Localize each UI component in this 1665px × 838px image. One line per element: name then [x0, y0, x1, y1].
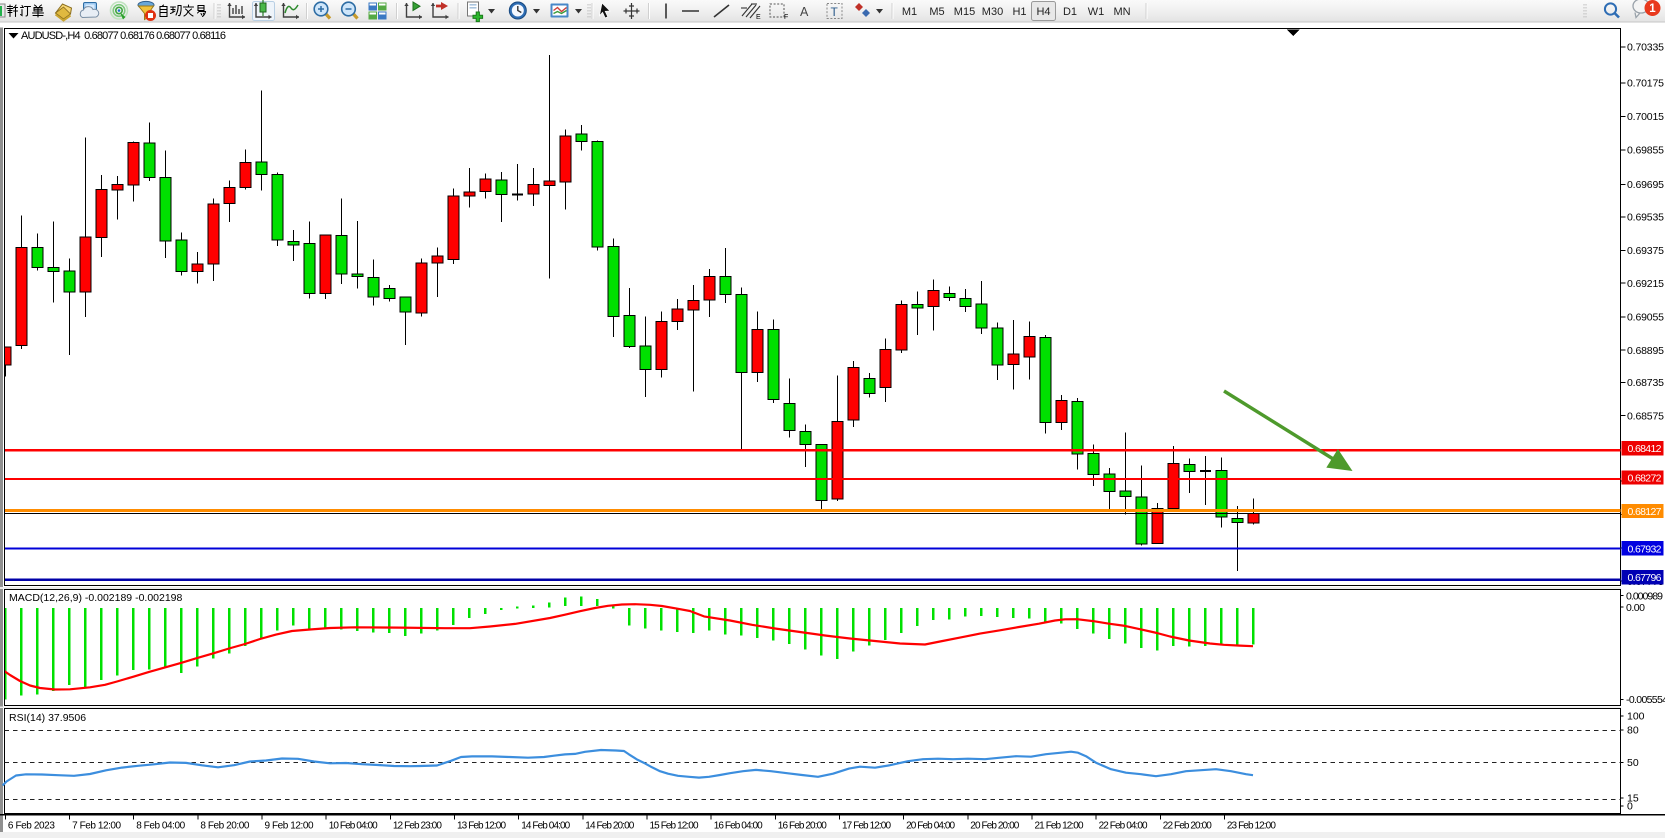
svg-text:10 Feb 04:00: 10 Feb 04:00	[329, 821, 378, 832]
svg-text:14 Feb 04:00: 14 Feb 04:00	[521, 821, 570, 832]
svg-text:50: 50	[1627, 757, 1639, 769]
svg-text:-0.005554: -0.005554	[1626, 694, 1665, 706]
svg-text:22 Feb 04:00: 22 Feb 04:00	[1099, 821, 1148, 832]
svg-text:A: A	[800, 5, 809, 19]
svg-text:0.00: 0.00	[1626, 602, 1645, 614]
svg-text:0.69855: 0.69855	[1627, 145, 1664, 157]
svg-text:20 Feb 20:00: 20 Feb 20:00	[970, 821, 1019, 832]
svg-text:AUDUSD-,H4 0.68077 0.68176 0.: AUDUSD-,H4 0.68077 0.68176 0.68077 0.681…	[21, 30, 226, 42]
svg-text:0.70175: 0.70175	[1627, 78, 1664, 90]
svg-text:80: 80	[1627, 725, 1639, 737]
svg-text:M1: M1	[902, 6, 917, 18]
svg-text:13 Feb 12:00: 13 Feb 12:00	[457, 821, 506, 832]
svg-text:0.68895: 0.68895	[1627, 345, 1664, 357]
svg-text:RSI(14) 37.9506: RSI(14) 37.9506	[9, 712, 86, 724]
svg-text:0.69055: 0.69055	[1627, 312, 1664, 324]
svg-text:0.67932: 0.67932	[1628, 543, 1662, 555]
svg-text:0.68735: 0.68735	[1627, 377, 1664, 389]
svg-text:1: 1	[1649, 3, 1656, 15]
svg-text:F: F	[784, 14, 788, 21]
svg-text:0.67796: 0.67796	[1628, 572, 1662, 584]
svg-text:H4: H4	[1036, 6, 1050, 18]
svg-text:0.70015: 0.70015	[1627, 111, 1664, 123]
svg-text:0.68412: 0.68412	[1628, 443, 1662, 455]
svg-text:15 Feb 12:00: 15 Feb 12:00	[650, 821, 699, 832]
svg-text:21 Feb 12:00: 21 Feb 12:00	[1035, 821, 1084, 832]
svg-text:0: 0	[1627, 801, 1633, 813]
svg-text:12 Feb 23:00: 12 Feb 23:00	[393, 821, 442, 832]
svg-text:0.69535: 0.69535	[1627, 212, 1664, 224]
svg-text:0.69215: 0.69215	[1627, 278, 1664, 290]
svg-text:0.68127: 0.68127	[1628, 506, 1662, 518]
svg-text:0.68575: 0.68575	[1627, 410, 1664, 422]
svg-text:E: E	[756, 14, 761, 21]
svg-text:T: T	[831, 5, 839, 19]
svg-text:17 Feb 12:00: 17 Feb 12:00	[842, 821, 891, 832]
svg-text:100: 100	[1627, 711, 1645, 723]
svg-text:M30: M30	[982, 6, 1003, 18]
svg-text:8 Feb 20:00: 8 Feb 20:00	[200, 821, 249, 832]
svg-text:16 Feb 20:00: 16 Feb 20:00	[778, 821, 827, 832]
svg-text:15: 15	[1627, 793, 1639, 805]
svg-text:16 Feb 04:00: 16 Feb 04:00	[714, 821, 763, 832]
svg-text:9 Feb 12:00: 9 Feb 12:00	[265, 821, 314, 832]
svg-text:M5: M5	[929, 6, 944, 18]
svg-text:H1: H1	[1012, 6, 1026, 18]
svg-text:0.68272: 0.68272	[1628, 472, 1662, 484]
svg-text:0.70335: 0.70335	[1627, 42, 1664, 54]
svg-text:D1: D1	[1063, 6, 1077, 18]
svg-text:22 Feb 20:00: 22 Feb 20:00	[1163, 821, 1212, 832]
svg-text:6 Feb 2023: 6 Feb 2023	[8, 821, 55, 832]
svg-text:7 Feb 12:00: 7 Feb 12:00	[72, 821, 121, 832]
svg-text:23 Feb 12:00: 23 Feb 12:00	[1227, 821, 1276, 832]
svg-text:MACD(12,26,9) -0.002189 -0.002: MACD(12,26,9) -0.002189 -0.002198	[9, 592, 183, 604]
svg-text:MN: MN	[1113, 6, 1130, 18]
svg-text:0.000989: 0.000989	[1626, 590, 1663, 602]
svg-text:14 Feb 20:00: 14 Feb 20:00	[585, 821, 634, 832]
svg-text:0.69695: 0.69695	[1627, 179, 1664, 191]
svg-text:0.69375: 0.69375	[1627, 245, 1664, 257]
svg-text:8 Feb 04:00: 8 Feb 04:00	[136, 821, 185, 832]
svg-text:M15: M15	[954, 6, 975, 18]
svg-text:20 Feb 04:00: 20 Feb 04:00	[906, 821, 955, 832]
svg-text:W1: W1	[1088, 6, 1105, 18]
